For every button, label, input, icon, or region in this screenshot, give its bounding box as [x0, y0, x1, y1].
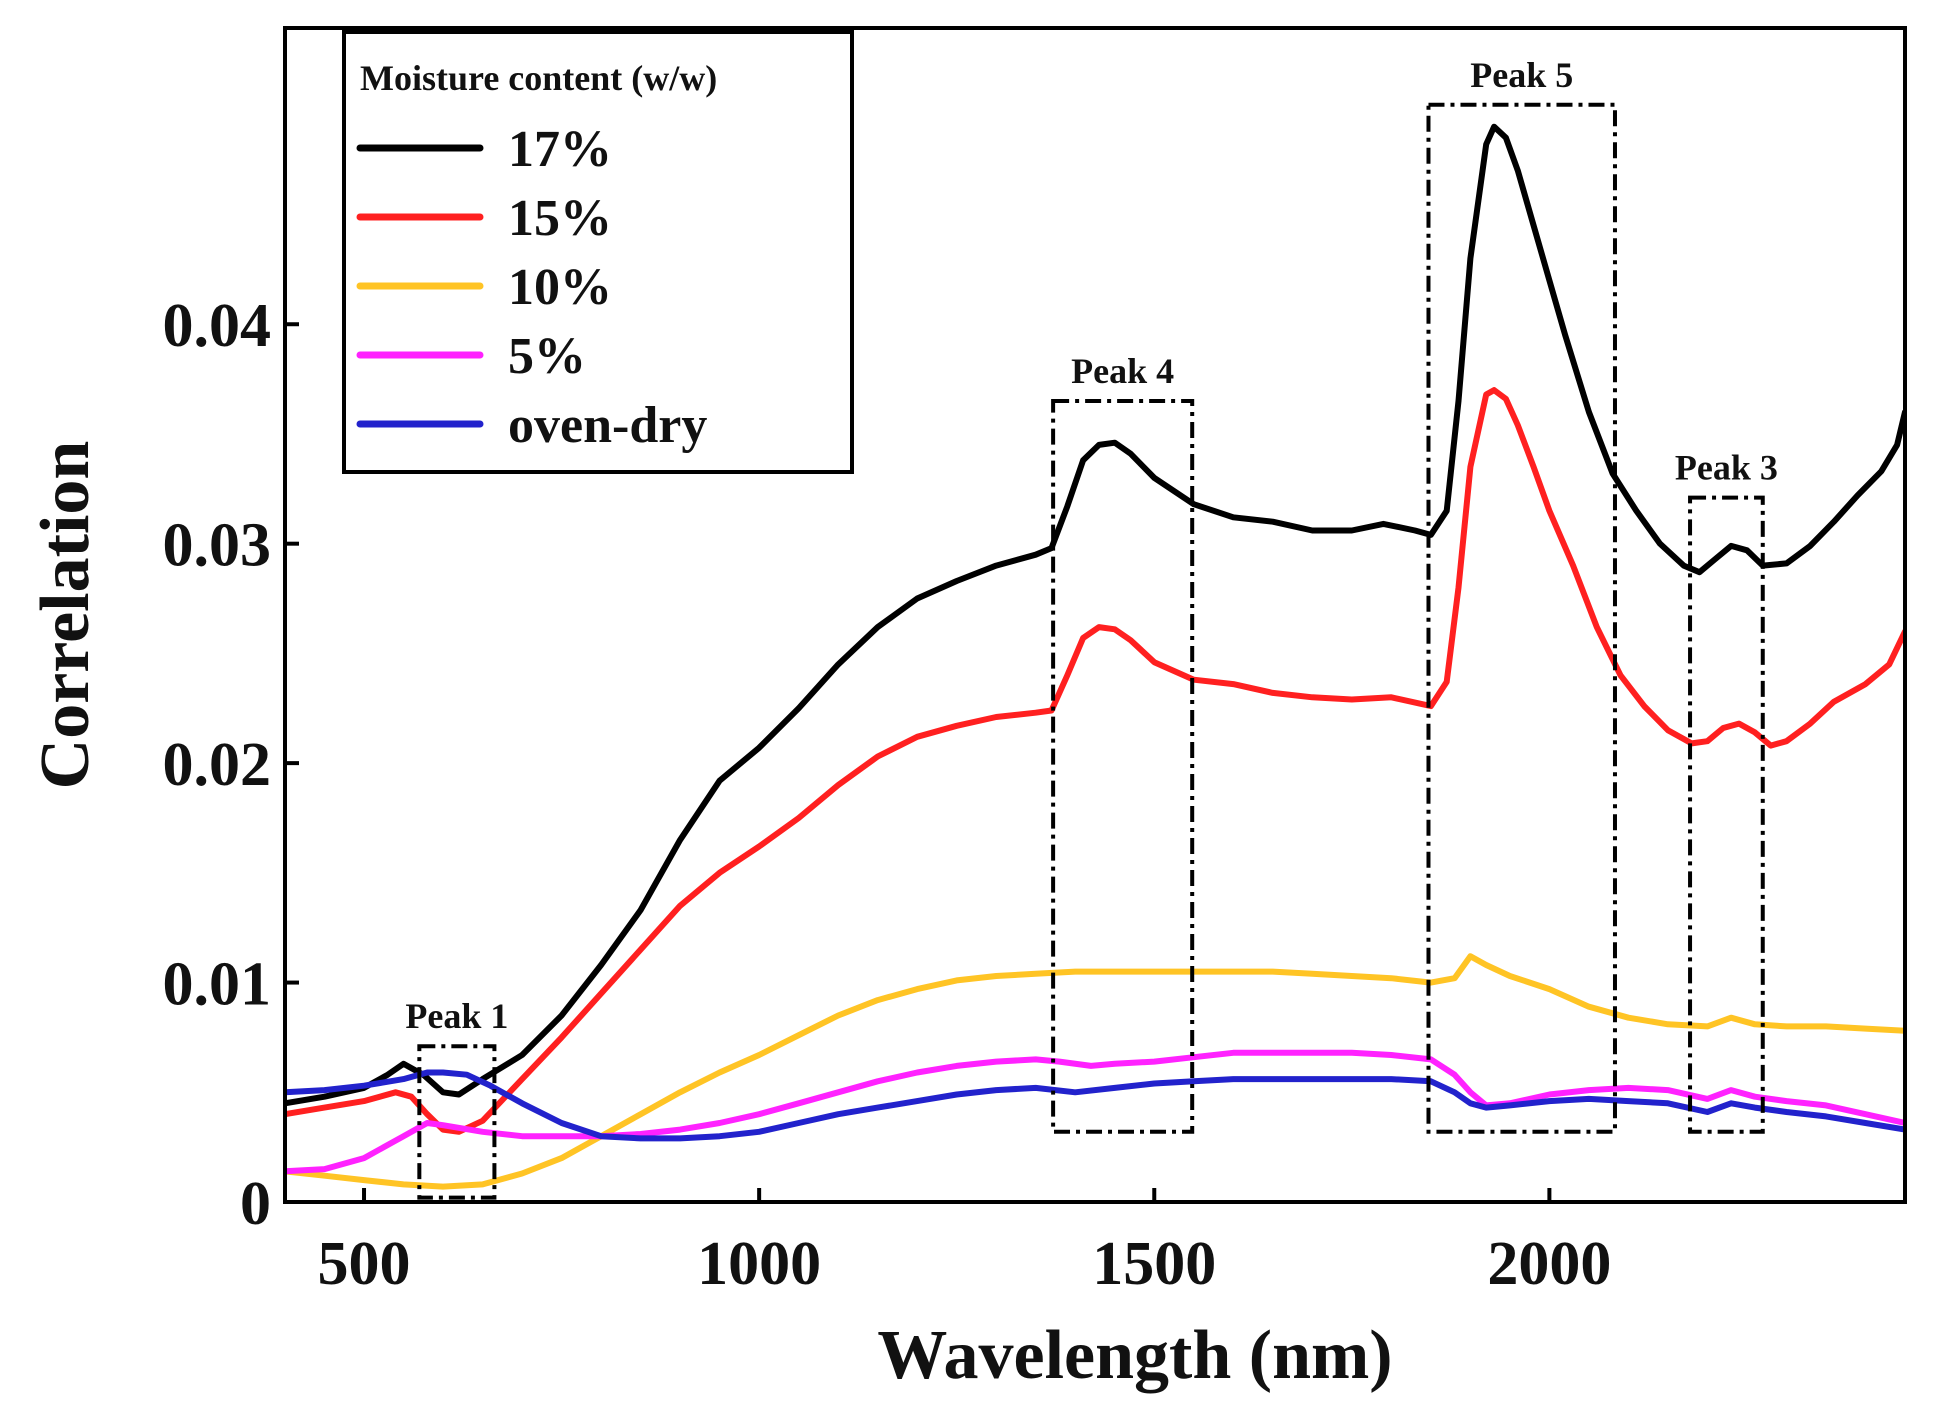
series-line-10pct — [285, 953, 1905, 1190]
x-tick-label: 500 — [318, 1230, 411, 1298]
legend-item-15pct: 15% — [356, 190, 612, 247]
legend-item-5pct: 5% — [356, 328, 586, 385]
peak-4-label: Peak 4 — [1071, 351, 1174, 391]
x-axis-title: Wavelength (nm) — [877, 1317, 1392, 1394]
peak-1-box — [417, 1044, 497, 1200]
peak-4-box — [1051, 399, 1195, 1134]
x-tick-label: 1000 — [697, 1230, 821, 1298]
peak-3-label: Peak 3 — [1675, 448, 1778, 488]
legend-label: 17% — [508, 121, 612, 178]
peak-3-box — [1688, 495, 1765, 1134]
legend-items: 17% 15% 10% 5% oven-dry — [356, 121, 707, 454]
y-tick-label: 0.01 — [163, 951, 272, 1019]
legend-item-oven-dry: oven-dry — [356, 397, 707, 454]
legend: Moisture content (w/w) 17% 15% 10% 5% oven-d… — [342, 30, 854, 474]
legend-label: 5% — [508, 328, 586, 385]
peak-1-label: Peak 1 — [405, 996, 508, 1036]
legend-title: Moisture content (w/w) — [360, 58, 717, 98]
y-tick-label: 0.02 — [163, 731, 272, 799]
x-axis-ticks: 500 1000 1500 2000 — [318, 1188, 1611, 1298]
series-line-5pct — [285, 1049, 1905, 1175]
legend-item-17pct: 17% — [356, 121, 612, 178]
series-line-17pct — [285, 123, 1905, 1107]
legend-box — [342, 30, 854, 474]
y-tick-label: 0.04 — [163, 292, 272, 360]
y-tick-label: 0 — [240, 1170, 271, 1238]
y-tick-label: 0.03 — [163, 512, 272, 580]
legend-label: 15% — [508, 190, 612, 247]
plot-area-frame — [283, 26, 1907, 1204]
plot-marks: Peak 1 Peak 4 Peak 5 Peak 3 — [285, 55, 1905, 1200]
series-line-15pct — [285, 387, 1905, 1135]
peak-5-label: Peak 5 — [1470, 55, 1573, 95]
y-axis-title: Correlation — [27, 441, 104, 790]
legend-label: oven-dry — [508, 397, 707, 454]
legend-item-10pct: 10% — [356, 259, 612, 316]
x-tick-label: 1500 — [1092, 1230, 1216, 1298]
series-line-oven-dry — [285, 1069, 1905, 1142]
y-axis-ticks: 0 0.01 0.02 0.03 0.04 — [163, 292, 299, 1238]
legend-label: 10% — [508, 259, 612, 316]
x-tick-label: 2000 — [1487, 1230, 1611, 1298]
peak-5-box — [1426, 102, 1617, 1134]
